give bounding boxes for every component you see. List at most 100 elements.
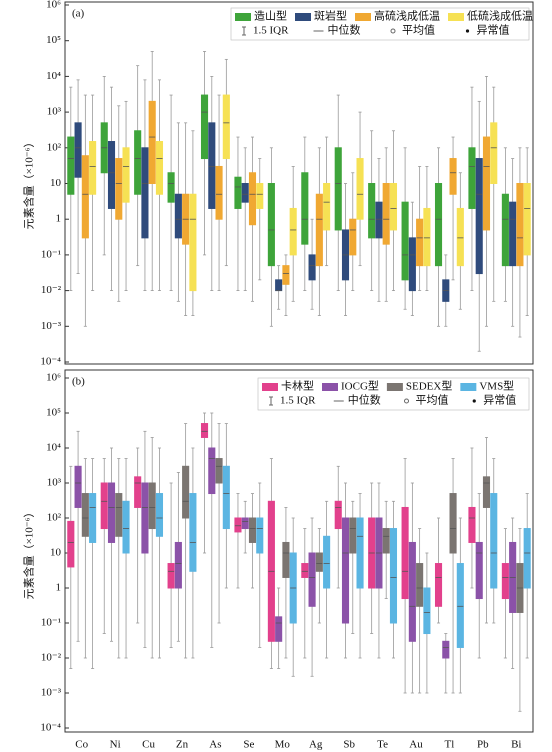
legend-key-label: 平均值: [402, 24, 435, 37]
box: [401, 201, 409, 281]
x-tick-label: Se: [243, 739, 254, 751]
box: [523, 528, 531, 589]
x-tick-label: Cu: [142, 739, 155, 751]
y-tick-label: 10⁻²: [41, 284, 62, 296]
legend-box: [230, 7, 530, 41]
y-tick-label: 10³: [47, 477, 62, 489]
y-tick-label: 10⁴: [46, 70, 61, 82]
box: [155, 141, 164, 195]
x-tick-label: Au: [409, 739, 423, 751]
box: [341, 517, 350, 624]
y-tick-label: 10⁻¹: [41, 248, 61, 260]
box: [375, 201, 383, 239]
box: [74, 122, 82, 178]
legend-key-label: 1.5 IQR: [280, 395, 316, 407]
box: [256, 183, 264, 209]
legend-symbol: [472, 399, 476, 403]
box: [222, 465, 230, 530]
legend-swatch: [355, 13, 371, 21]
legend-label: 低硫浅成低温: [467, 9, 533, 23]
box: [115, 158, 123, 220]
box: [208, 122, 216, 209]
box: [456, 563, 464, 648]
box: [416, 218, 424, 267]
box: [107, 141, 116, 209]
legend-key-label: 1.5 IQR: [253, 25, 289, 37]
legend-swatch: [322, 383, 338, 391]
box: [67, 136, 75, 195]
box: [423, 587, 431, 635]
box: [416, 563, 424, 607]
x-tick-label: Sb: [343, 739, 355, 751]
y-tick-label: 10²: [47, 512, 62, 524]
box: [389, 183, 398, 231]
box: [490, 493, 498, 589]
box: [241, 517, 249, 530]
box: [523, 183, 531, 256]
y-axis-label: 元素含量（×10⁻⁶）: [22, 137, 36, 230]
box: [148, 482, 156, 530]
box: [423, 207, 431, 267]
box: [323, 535, 331, 589]
box: [442, 640, 450, 659]
box: [356, 158, 364, 220]
y-tick-label: 10: [50, 177, 62, 189]
panel-b-frame: [64, 369, 534, 733]
box: [122, 500, 130, 554]
legend-key-label: 异常值: [477, 24, 510, 37]
box: [167, 172, 175, 203]
box: [256, 517, 264, 554]
y-tick-label: 1: [56, 582, 62, 594]
y-tick-label: 10⁵: [46, 34, 61, 46]
box: [167, 563, 175, 589]
box: [356, 517, 364, 589]
box: [134, 130, 142, 195]
box: [141, 147, 149, 239]
box: [301, 172, 309, 245]
box: [282, 265, 290, 285]
y-axis-label: 元素含量（×10⁻⁶）: [22, 507, 36, 600]
y-tick-label: 10⁻¹: [41, 617, 61, 629]
box: [174, 193, 182, 239]
box: [501, 563, 509, 600]
panel-label: (a): [72, 8, 85, 20]
y-tick-label: 1: [56, 213, 62, 225]
box: [122, 147, 130, 203]
legend-key-label: 平均值: [416, 394, 449, 407]
box: [334, 500, 342, 530]
x-tick-label: Co: [75, 739, 88, 751]
box: [267, 183, 275, 267]
legend-key-label: 异常值: [483, 394, 516, 407]
legend-swatch: [448, 13, 464, 21]
box: [182, 465, 190, 519]
y-tick-label: 10⁵: [46, 407, 61, 419]
x-tick-label: Ni: [110, 739, 121, 751]
box: [490, 122, 498, 184]
x-tick-label: As: [209, 739, 221, 751]
box: [315, 552, 323, 572]
legend-label: 造山型: [254, 9, 287, 23]
box: [449, 158, 457, 195]
box: [148, 100, 156, 184]
x-tick-label: Ag: [309, 739, 323, 751]
box: [141, 482, 149, 554]
box: [449, 493, 457, 554]
box: [89, 141, 97, 195]
box: [134, 476, 142, 508]
box: [215, 458, 223, 484]
box: [222, 94, 230, 160]
box: [200, 423, 209, 438]
y-tick-label: 10⁴: [46, 442, 61, 454]
legend-key-label: 中位数: [348, 393, 381, 407]
box: [516, 183, 524, 267]
box: [189, 493, 197, 572]
box: [482, 476, 491, 508]
box: [282, 541, 290, 578]
box: [456, 207, 464, 267]
box: [234, 176, 242, 209]
x-tick-label: Te: [377, 739, 388, 751]
box: [234, 517, 242, 533]
x-tick-label: Mo: [275, 739, 291, 751]
y-tick-label: 10: [50, 547, 62, 559]
